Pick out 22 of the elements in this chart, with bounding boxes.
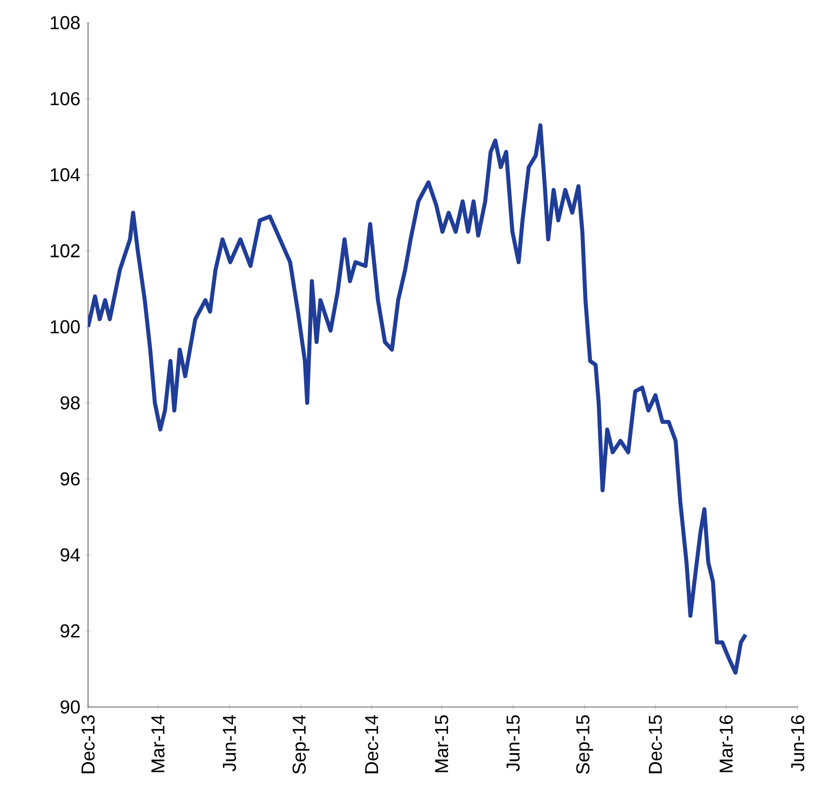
y-tick-label: 90 xyxy=(60,700,80,714)
x-tick-label: Dec-13 xyxy=(81,715,95,774)
y-tick-label: 96 xyxy=(60,472,80,486)
y-tick-label: 104 xyxy=(50,168,80,182)
y-tick-label: 106 xyxy=(50,92,80,106)
y-tick-label: 102 xyxy=(50,244,80,258)
line-series xyxy=(88,123,748,675)
x-tick-label: Jun-15 xyxy=(506,715,520,772)
y-tick-label: 98 xyxy=(60,396,80,410)
x-tick-label: Sep-14 xyxy=(292,714,310,774)
y-tick-label: 92 xyxy=(60,624,80,638)
x-tick-label: Mar-15 xyxy=(435,715,448,772)
x-tick-label: Dec-15 xyxy=(648,715,662,774)
y-tick-label: 108 xyxy=(50,16,80,30)
y-tick-label: 94 xyxy=(60,548,80,562)
x-tick-label: Jun-16 xyxy=(791,715,804,772)
x-tick-label: Mar-14 xyxy=(151,714,165,772)
x-tick-label: Mar-16 xyxy=(720,715,733,772)
x-tick-label: Sep-15 xyxy=(576,715,594,774)
x-tick-label: Dec-14 xyxy=(365,714,378,774)
y-tick-label: 100 xyxy=(50,320,80,334)
x-tick-label: Jun-14 xyxy=(222,714,236,772)
